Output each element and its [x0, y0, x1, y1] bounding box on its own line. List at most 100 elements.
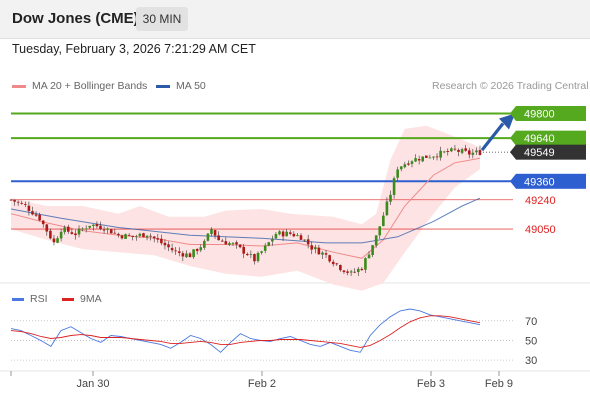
candle-body [274, 233, 278, 239]
last-price-tag-bg [516, 144, 586, 160]
level-tag-49360-pointer [510, 173, 516, 189]
candle-body [299, 235, 303, 240]
legend-9ma-label: 9MA [80, 293, 102, 305]
candle-body [206, 233, 210, 241]
candle-body [439, 150, 442, 158]
last-price-tag-pointer [510, 144, 516, 160]
candles [9, 144, 482, 277]
candle-body [303, 239, 306, 241]
candle-body [306, 239, 310, 245]
candle-body [410, 161, 414, 164]
candle-body [424, 155, 428, 158]
candle-body [321, 252, 324, 255]
candle-body [475, 150, 478, 153]
ma50-line [10, 197, 481, 244]
legend-ma50-label: MA 50 [176, 80, 206, 92]
candle-body [331, 261, 335, 265]
candle-body [152, 236, 156, 239]
candle-body [242, 246, 246, 254]
rsi-swatch [12, 297, 24, 301]
x-tick-label: Jan 30 [76, 378, 109, 390]
candle-body [149, 235, 152, 237]
candle-body [245, 253, 249, 256]
legend-ma50: MA 50 [156, 80, 206, 92]
candle-body [63, 227, 67, 233]
candle-body [253, 254, 256, 262]
x-tick-label: Feb 3 [417, 378, 445, 390]
candle-body [220, 240, 224, 242]
candle-body [92, 224, 95, 226]
level-tag-49640-bg [516, 130, 586, 146]
candle-body [353, 271, 356, 273]
candle-body [56, 238, 59, 243]
candle-body [432, 156, 435, 158]
candle-body [399, 166, 403, 170]
candle-body [160, 238, 163, 244]
candle-body [124, 234, 127, 239]
rsi-series-RSI [10, 308, 481, 353]
candle-body [24, 204, 27, 205]
candle-body [281, 231, 285, 237]
candle-body [185, 253, 188, 258]
legend-ma20: MA 20 + Bollinger Bands [12, 80, 147, 92]
level-tag-49800-bg [516, 105, 586, 121]
candle-body [120, 235, 124, 239]
candle-body [367, 254, 371, 259]
candle-body [385, 201, 389, 216]
candle-body [428, 157, 432, 159]
candle-body [131, 235, 135, 237]
candle-body [213, 230, 217, 236]
candle-body [20, 203, 24, 204]
legend-ma20-label: MA 20 + Bollinger Bands [32, 80, 148, 92]
candle-body [342, 270, 346, 273]
candle-body [170, 248, 174, 251]
candle-body [109, 229, 113, 234]
candle-body [378, 226, 382, 236]
candle-body [360, 268, 364, 271]
candle-body [38, 214, 41, 221]
candle-body [203, 240, 206, 248]
candle-body [346, 271, 349, 273]
level-tag-49640-pointer [510, 130, 516, 146]
candle-body [88, 225, 92, 228]
x-tick-label: Feb 2 [248, 378, 276, 390]
chart-header: Dow Jones (CME) 30 MIN [0, 0, 590, 39]
candle-body [84, 228, 88, 230]
timeframe-selector[interactable]: 30 MIN [136, 7, 188, 31]
ma9-swatch [62, 297, 74, 301]
candle-body [99, 225, 102, 230]
candle-body [142, 233, 145, 238]
candle-body [224, 241, 228, 245]
candle-body [192, 249, 195, 258]
candle-body [453, 148, 457, 150]
candle-body [450, 148, 453, 152]
candle-body [285, 231, 288, 237]
timestamp: Tuesday, February 3, 2026 7:21:29 AM CET [12, 42, 256, 56]
candle-body [364, 258, 367, 270]
candle-body [464, 148, 467, 151]
candle-body [210, 229, 213, 235]
candle-body [324, 253, 328, 255]
candle-body [70, 232, 74, 234]
candle-body [95, 223, 99, 227]
level-tag-49240: 49240 [525, 195, 556, 207]
candle-body [231, 243, 235, 244]
candle-body [52, 238, 56, 243]
ma50-swatch [156, 84, 170, 88]
candle-body [16, 201, 20, 203]
candle-body [59, 231, 63, 239]
candle-body [263, 245, 267, 251]
candle-body [228, 243, 231, 245]
instrument-title: Dow Jones (CME) [12, 10, 139, 27]
candle-body [396, 169, 399, 178]
candle-body [446, 151, 450, 152]
candle-body [256, 252, 260, 262]
candle-body [49, 230, 52, 239]
candle-body [249, 254, 253, 256]
level-tag-49800-pointer [510, 105, 516, 121]
candle-body [414, 158, 417, 162]
candle-body [163, 242, 167, 246]
candle-body [74, 233, 77, 236]
candle-body [417, 159, 421, 161]
